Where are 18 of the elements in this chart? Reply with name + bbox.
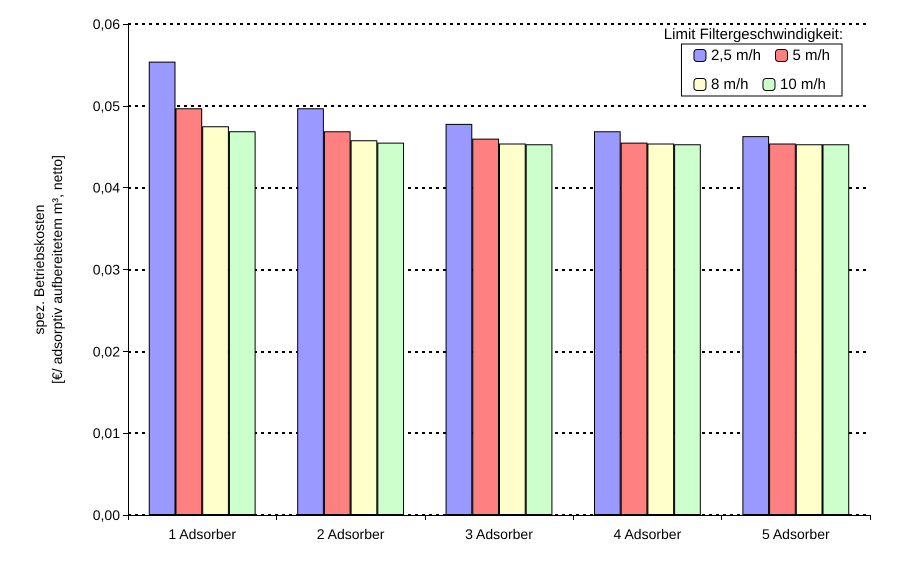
- x-tick-label: 1 Adsorber: [168, 526, 236, 542]
- y-tick-label: 0,06: [92, 16, 120, 32]
- y-tick-label: 0,04: [92, 180, 120, 196]
- y-tick-label: 0,00: [92, 507, 120, 523]
- legend-label: 10 m/h: [780, 76, 826, 93]
- y-tick-label: 0,02: [92, 343, 120, 360]
- x-tick-label: 5 Adsorber: [762, 526, 830, 542]
- y-tick-label: 0,05: [92, 98, 120, 114]
- x-tick-label: 3 Adsorber: [465, 526, 534, 542]
- x-tick-label: 4 Adsorber: [614, 526, 682, 542]
- x-tick-label: 2 Adsorber: [316, 526, 385, 542]
- y-axis-title: spez. Betriebskosten [€/ adsorptiv aufbereitetem m³, netto]: [31, 155, 65, 384]
- legend-label: 2,5 m/h: [710, 47, 761, 64]
- legend-label: 5 m/h: [792, 47, 830, 64]
- legend-title: Limit Filtergeschwindigkeit:: [664, 26, 844, 43]
- y-tick-label: 0,03: [92, 262, 120, 278]
- y-tick-label: 0,01: [92, 425, 120, 442]
- legend-label: 8 m/h: [710, 76, 748, 93]
